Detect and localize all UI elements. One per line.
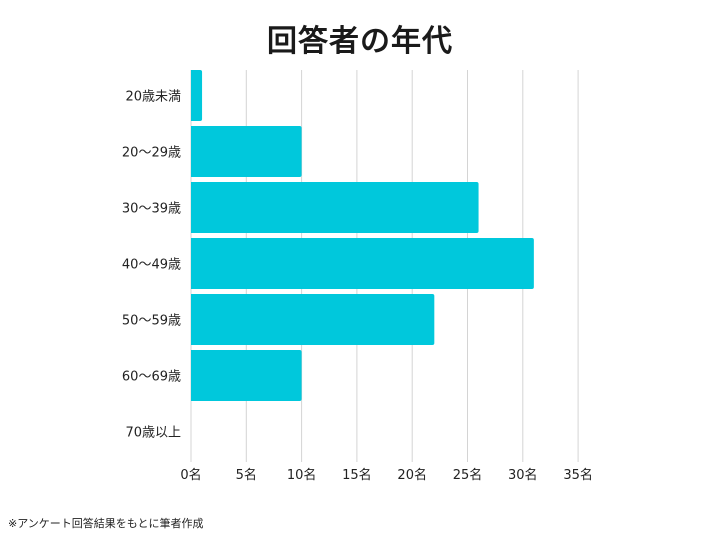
bar-5	[191, 350, 302, 401]
category-label: 30〜39歳	[122, 202, 181, 217]
bar-0	[191, 70, 203, 121]
chart-title: 回答者の年代	[267, 24, 453, 59]
footnote: ※アンケート回答結果をもとに筆者作成	[8, 517, 204, 530]
x-tick-label: 15名	[342, 467, 372, 483]
x-tick-label: 0名	[180, 467, 201, 483]
bar-1	[191, 126, 302, 177]
category-labels: 20歳未満 20〜29歳 30〜39歳 40〜49歳 50〜59歳 60〜69歳 70歳以上	[122, 90, 181, 441]
bar-4	[191, 294, 435, 345]
category-label: 50〜59歳	[122, 314, 181, 329]
bar-2	[191, 182, 479, 233]
x-tick-label: 20名	[397, 467, 427, 483]
x-tick-labels: 0名 5名 10名 15名 20名 25名 30名 35名	[180, 467, 593, 483]
category-label: 60〜69歳	[122, 370, 181, 385]
x-tick-label: 30名	[508, 467, 538, 483]
category-label: 20歳未満	[125, 90, 181, 105]
x-tick-label: 10名	[287, 467, 317, 483]
category-label: 40〜49歳	[122, 258, 181, 273]
x-tick-label: 35名	[563, 467, 593, 483]
category-label: 20〜29歳	[122, 146, 181, 161]
x-tick-label: 5名	[236, 467, 257, 483]
bars	[191, 70, 534, 401]
bar-3	[191, 238, 534, 289]
category-label: 70歳以上	[125, 426, 181, 441]
x-tick-label: 25名	[453, 467, 483, 483]
